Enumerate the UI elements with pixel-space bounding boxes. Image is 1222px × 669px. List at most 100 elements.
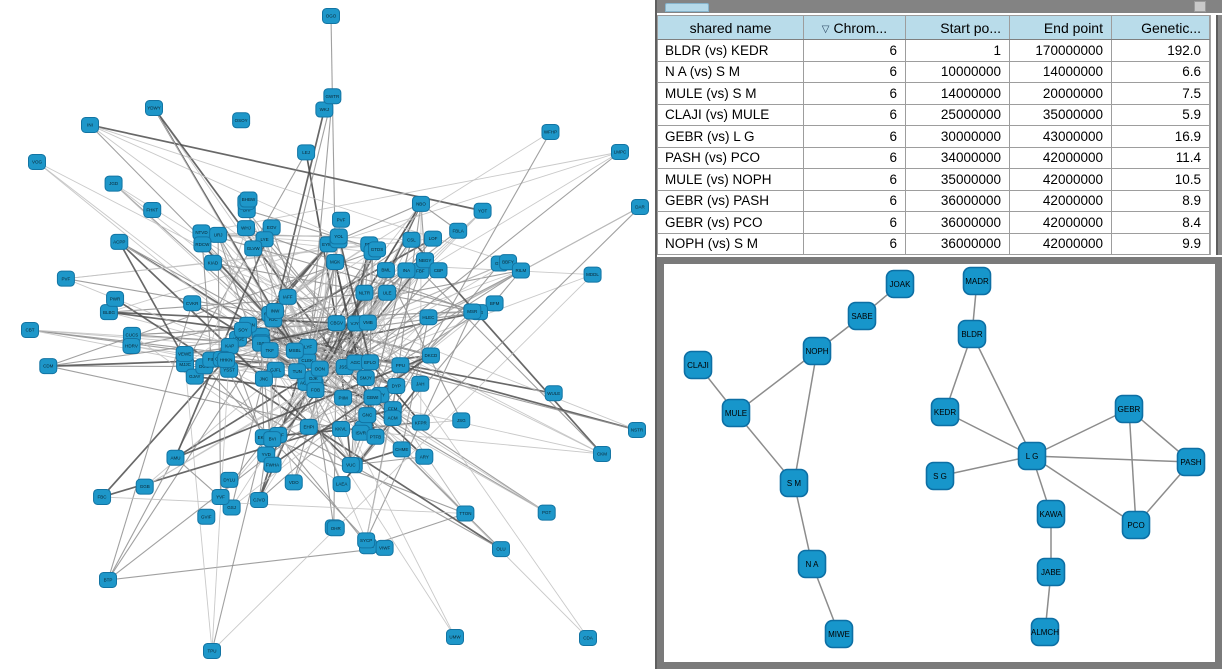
- network-node[interactable]: GBWI: [363, 389, 382, 406]
- network-node[interactable]: WULE: [544, 385, 563, 402]
- network-node[interactable]: AMU: [166, 449, 185, 466]
- network-node[interactable]: CHME: [392, 441, 411, 458]
- table-row[interactable]: PASH (vs) PCO 6 34000000 42000000 11.4: [657, 146, 1210, 169]
- network-node[interactable]: WHJ: [237, 220, 256, 237]
- network-node[interactable]: CBGV: [327, 315, 346, 332]
- network-node[interactable]: TUN: [288, 363, 307, 380]
- network-node[interactable]: GWTR: [323, 88, 342, 105]
- network-node[interactable]: KFPR: [411, 414, 430, 431]
- network-node[interactable]: VDO: [284, 474, 303, 491]
- network-node[interactable]: LMPC: [611, 144, 629, 160]
- network-node[interactable]: CDA: [579, 630, 597, 646]
- network-node[interactable]: GTDS: [368, 241, 387, 258]
- network-node-madr[interactable]: MADR: [962, 266, 992, 296]
- network-node[interactable]: BHBW: [239, 191, 258, 208]
- network-node[interactable]: CVKR: [183, 295, 202, 312]
- network-node-claji[interactable]: CLAJI: [683, 350, 713, 380]
- network-node[interactable]: CJVO: [250, 491, 269, 508]
- network-node[interactable]: NBO: [411, 195, 430, 212]
- network-node[interactable]: NBGY: [415, 252, 434, 269]
- network-node-sabe[interactable]: SABE: [847, 301, 877, 331]
- col-header-genetic[interactable]: Genetic...: [1111, 15, 1210, 40]
- network-node[interactable]: KIAD: [203, 254, 222, 271]
- network-node[interactable]: MSR: [463, 303, 482, 320]
- network-node[interactable]: ARY: [415, 448, 434, 465]
- network-node[interactable]: DAR: [631, 199, 649, 215]
- table-row[interactable]: GEBR (vs) PASH 6 36000000 42000000 8.9: [657, 189, 1210, 212]
- network-node-almch[interactable]: ALMCH: [1030, 617, 1060, 647]
- col-header-end-point[interactable]: End point: [1009, 15, 1112, 40]
- network-node-pco[interactable]: PCO: [1121, 510, 1151, 540]
- network-node-s-m[interactable]: S M: [779, 468, 809, 498]
- network-node-gebr[interactable]: GEBR: [1114, 394, 1144, 424]
- main-network-canvas[interactable]: OGO VOG INI YDWY LMPC DAR CDA UMW TPU BTP CBT NSTR P…: [0, 0, 655, 669]
- network-node[interactable]: INA: [397, 262, 416, 279]
- network-node[interactable]: OSOY: [232, 112, 251, 129]
- network-node[interactable]: JAH: [411, 375, 430, 392]
- network-node[interactable]: GLVW: [244, 240, 263, 257]
- network-node-kedr[interactable]: KEDR: [930, 397, 960, 427]
- network-node[interactable]: PIIM: [334, 389, 353, 406]
- network-node[interactable]: GGB: [135, 478, 154, 495]
- network-node[interactable]: TPU: [203, 643, 221, 659]
- network-node[interactable]: OLU: [491, 541, 510, 558]
- network-node[interactable]: INI: [81, 117, 99, 133]
- network-node[interactable]: GVIF: [197, 508, 216, 525]
- network-node[interactable]: DKCD: [421, 347, 440, 364]
- subnetwork-canvas[interactable]: JOAK MADR SABE BLDR NOPH CLAJI MULE KEDR GEBR L G…: [664, 264, 1215, 654]
- network-node[interactable]: VUC: [341, 456, 360, 473]
- network-node-jabe[interactable]: JABE: [1036, 557, 1066, 587]
- network-node-s-g[interactable]: S G: [925, 461, 955, 491]
- network-node[interactable]: SYCP: [357, 532, 376, 549]
- network-node[interactable]: NLTR: [355, 284, 374, 301]
- network-node[interactable]: MSBL: [285, 342, 304, 359]
- network-node[interactable]: VIWF: [375, 539, 394, 556]
- network-node[interactable]: BFM: [485, 295, 504, 312]
- network-node[interactable]: FWHA: [263, 456, 282, 473]
- table-row[interactable]: N A (vs) S M 6 10000000 14000000 6.6: [657, 60, 1210, 83]
- network-node[interactable]: FBLA: [449, 222, 468, 239]
- col-header-shared-name[interactable]: shared name: [657, 15, 804, 40]
- network-node[interactable]: RILM: [511, 262, 530, 279]
- network-node[interactable]: JGD: [104, 175, 123, 192]
- network-node[interactable]: UMW: [446, 629, 464, 645]
- network-node[interactable]: YOL: [329, 228, 348, 245]
- network-node[interactable]: WFHP: [541, 123, 560, 140]
- network-node[interactable]: CBT: [21, 322, 39, 338]
- col-header-start-point[interactable]: Start po...: [905, 15, 1010, 40]
- network-node[interactable]: JNC: [254, 370, 273, 387]
- network-node[interactable]: HHKN: [217, 351, 236, 368]
- network-node[interactable]: OON: [310, 360, 329, 377]
- network-node[interactable]: PVF: [56, 270, 75, 287]
- network-node-joak[interactable]: JOAK: [885, 269, 915, 299]
- network-node[interactable]: FHKT: [143, 202, 162, 219]
- network-node[interactable]: YDWY: [145, 100, 163, 116]
- network-node[interactable]: JSG: [452, 412, 471, 429]
- network-node[interactable]: URJ: [209, 226, 228, 243]
- network-node[interactable]: YVF: [211, 488, 230, 505]
- network-node[interactable]: HDRV: [122, 337, 141, 354]
- network-node-n-a[interactable]: N A: [797, 549, 827, 579]
- col-header-chromosome[interactable]: ▽ Chrom...: [803, 15, 906, 40]
- network-node[interactable]: OHR: [326, 520, 345, 537]
- network-node[interactable]: EHPI: [299, 418, 318, 435]
- network-node-mule[interactable]: MULE: [721, 398, 751, 428]
- network-node[interactable]: LEJ: [297, 144, 316, 161]
- network-node[interactable]: BML: [376, 262, 395, 279]
- network-node[interactable]: GNC: [358, 407, 377, 424]
- table-tab[interactable]: [665, 3, 709, 12]
- network-node[interactable]: CDM: [39, 358, 58, 375]
- network-node[interactable]: RDCW: [193, 236, 212, 253]
- table-row[interactable]: MULE (vs) S M 6 14000000 20000000 7.5: [657, 82, 1210, 105]
- network-node[interactable]: YOT: [473, 202, 492, 219]
- network-node[interactable]: ACM: [383, 409, 402, 426]
- network-node[interactable]: FBC: [93, 488, 112, 505]
- network-node[interactable]: INW: [265, 302, 284, 319]
- network-node[interactable]: CKM: [592, 445, 611, 462]
- network-node[interactable]: EFLO: [360, 354, 379, 371]
- network-node[interactable]: WKJ: [315, 101, 334, 118]
- network-node[interactable]: PPU: [391, 357, 410, 374]
- network-node[interactable]: ACPP: [110, 233, 129, 250]
- network-node-bldr[interactable]: BLDR: [957, 319, 987, 349]
- network-node[interactable]: VEWE: [175, 345, 194, 362]
